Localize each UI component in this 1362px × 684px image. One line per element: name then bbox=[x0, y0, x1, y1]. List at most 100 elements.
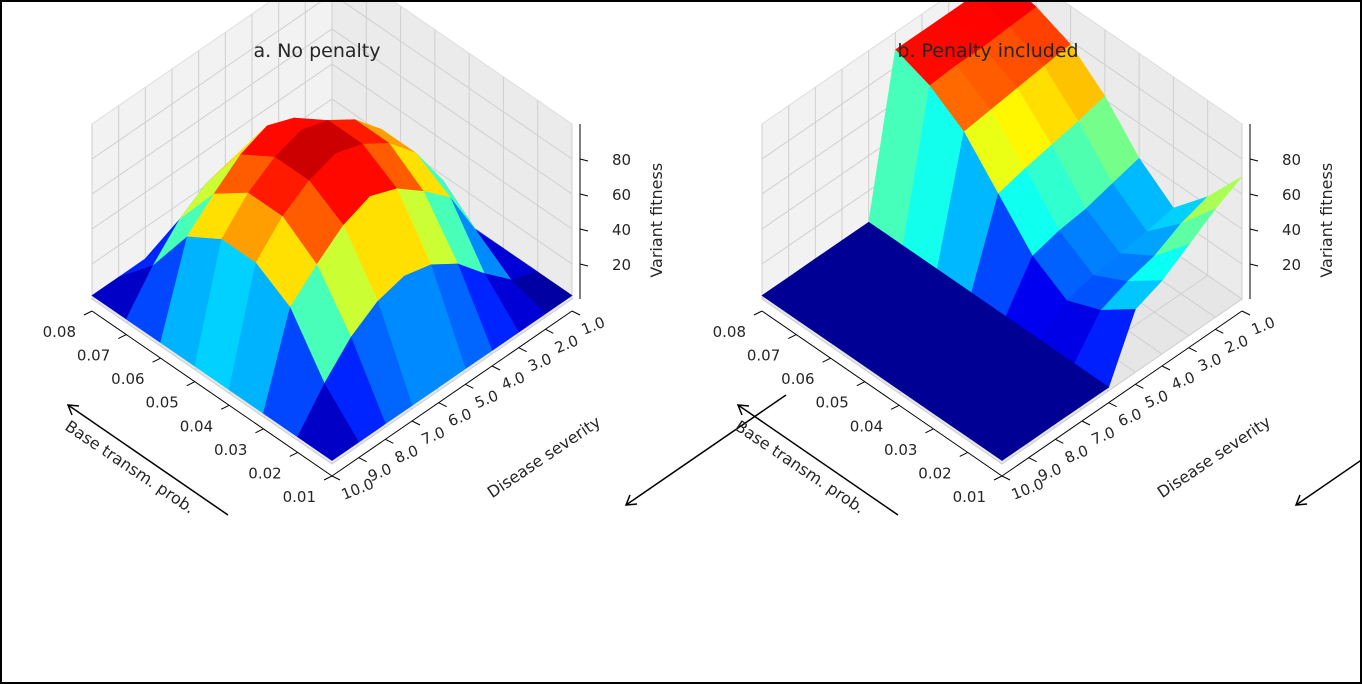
plot-a-no-penalty: 0.010.020.030.040.050.060.070.08 1.02.03.… bbox=[43, 2, 787, 517]
plot-title: b. Penalty included bbox=[897, 40, 1078, 62]
z-tick-label: 40 bbox=[1282, 221, 1301, 239]
x-tick-label: 0.06 bbox=[781, 370, 814, 388]
z-tick-label: 20 bbox=[612, 256, 631, 274]
x-tick-label: 0.04 bbox=[850, 417, 883, 435]
x-tick bbox=[856, 381, 866, 387]
y-gridline bbox=[91, 124, 333, 465]
y-axis-label: Disease severity bbox=[484, 412, 604, 502]
y-tick bbox=[465, 383, 474, 389]
z-tick bbox=[579, 228, 589, 232]
y-tick bbox=[331, 475, 341, 481]
x-axis-label: Base transm. prob. bbox=[732, 416, 869, 517]
x-direction-arrowhead bbox=[66, 404, 80, 416]
z-tick-label: 20 bbox=[1282, 256, 1301, 274]
x-tick bbox=[993, 475, 1003, 481]
y-tick bbox=[1028, 457, 1037, 463]
x-direction-arrow bbox=[737, 404, 899, 516]
x-tick bbox=[289, 451, 298, 457]
y-tick-label: 8.0 bbox=[1062, 441, 1091, 467]
x-tick-label: 0.03 bbox=[884, 441, 917, 459]
y-tick bbox=[545, 328, 554, 334]
y-tick-label: 7.0 bbox=[1089, 423, 1118, 449]
y-tick bbox=[518, 347, 527, 353]
y-tick bbox=[1135, 383, 1144, 389]
x-tick-label: 0.05 bbox=[815, 394, 848, 412]
x-direction-arrowhead bbox=[736, 404, 750, 416]
y-tick bbox=[571, 310, 581, 316]
x-tick bbox=[925, 428, 934, 434]
x-tick bbox=[152, 357, 161, 363]
y-tick-label: 1.0 bbox=[579, 313, 608, 339]
y-tick bbox=[1188, 347, 1197, 353]
y-tick bbox=[491, 365, 501, 371]
y-tick-label: 5.0 bbox=[472, 386, 501, 412]
y-tick-label: 2.0 bbox=[1222, 331, 1251, 357]
surface-patch bbox=[967, 418, 1030, 461]
y-tick-label: 3.0 bbox=[1195, 350, 1224, 376]
y-tick bbox=[358, 457, 367, 463]
y-tick bbox=[385, 438, 394, 444]
y-direction-arrowhead bbox=[1294, 494, 1308, 506]
y-tick-label: 7.0 bbox=[419, 423, 448, 449]
x-tick bbox=[959, 451, 968, 457]
x-tick bbox=[220, 404, 230, 410]
y-tick bbox=[1215, 328, 1224, 334]
plot-b-penalty-included: 0.010.020.030.040.050.060.070.08 1.02.03.… bbox=[713, 2, 1360, 517]
z-tick-label: 60 bbox=[1282, 186, 1301, 204]
z-tick-label: 80 bbox=[612, 151, 631, 169]
z-tick bbox=[1249, 193, 1259, 197]
z-axis-label: Variant fitness bbox=[647, 163, 666, 278]
z-axis-label: Variant fitness bbox=[1317, 163, 1336, 278]
z-tick bbox=[1249, 228, 1259, 232]
x-tick bbox=[822, 357, 831, 363]
y-tick-label: 10.0 bbox=[339, 475, 377, 504]
y-axis-line bbox=[331, 310, 573, 477]
z-tick bbox=[1249, 158, 1259, 162]
x-tick-label: 0.04 bbox=[180, 417, 213, 435]
x-tick bbox=[83, 310, 93, 316]
x-tick-label: 0.08 bbox=[43, 323, 76, 341]
x-tick-label: 0.01 bbox=[953, 488, 986, 506]
y-tick bbox=[1241, 310, 1251, 316]
y-tick-label: 3.0 bbox=[525, 350, 554, 376]
x-tick-label: 0.03 bbox=[214, 441, 247, 459]
y-tick-label: 1.0 bbox=[1249, 313, 1278, 339]
y-tick bbox=[1081, 420, 1091, 426]
x-tick bbox=[323, 475, 333, 481]
z-tick-label: 60 bbox=[612, 186, 631, 204]
y-tick bbox=[1001, 475, 1011, 481]
y-tick bbox=[1055, 438, 1064, 444]
plot-title: a. No penalty bbox=[253, 40, 380, 62]
y-direction-arrowhead bbox=[624, 494, 638, 506]
surface-patch bbox=[297, 382, 360, 461]
y-tick-label: 6.0 bbox=[445, 405, 474, 431]
y-tick bbox=[411, 420, 421, 426]
x-tick bbox=[788, 334, 797, 340]
y-tick bbox=[1108, 402, 1117, 408]
y-direction-arrow bbox=[625, 394, 787, 506]
y-tick-label: 5.0 bbox=[1142, 386, 1171, 412]
x-tick-label: 0.06 bbox=[111, 370, 144, 388]
y-tick-label: 4.0 bbox=[1169, 368, 1198, 394]
x-tick bbox=[255, 428, 264, 434]
x-tick bbox=[118, 334, 127, 340]
x-axis-label: Base transm. prob. bbox=[62, 416, 199, 517]
x-axis-line bbox=[761, 310, 1003, 477]
z-tick bbox=[1249, 263, 1259, 267]
y-direction-arrow bbox=[1295, 460, 1360, 506]
x-tick-label: 0.05 bbox=[145, 394, 178, 412]
y-tick bbox=[1161, 365, 1171, 371]
y-gridline bbox=[761, 124, 1003, 465]
y-tick-label: 10.0 bbox=[1009, 475, 1047, 504]
x-tick-label: 0.07 bbox=[77, 347, 110, 365]
x-tick-label: 0.08 bbox=[713, 323, 746, 341]
x-tick-label: 0.01 bbox=[283, 488, 316, 506]
y-tick bbox=[438, 402, 447, 408]
y-tick-label: 8.0 bbox=[392, 441, 421, 467]
x-tick bbox=[890, 404, 900, 410]
x-tick-label: 0.02 bbox=[918, 464, 951, 482]
z-tick-label: 40 bbox=[612, 221, 631, 239]
x-tick-label: 0.07 bbox=[747, 347, 780, 365]
